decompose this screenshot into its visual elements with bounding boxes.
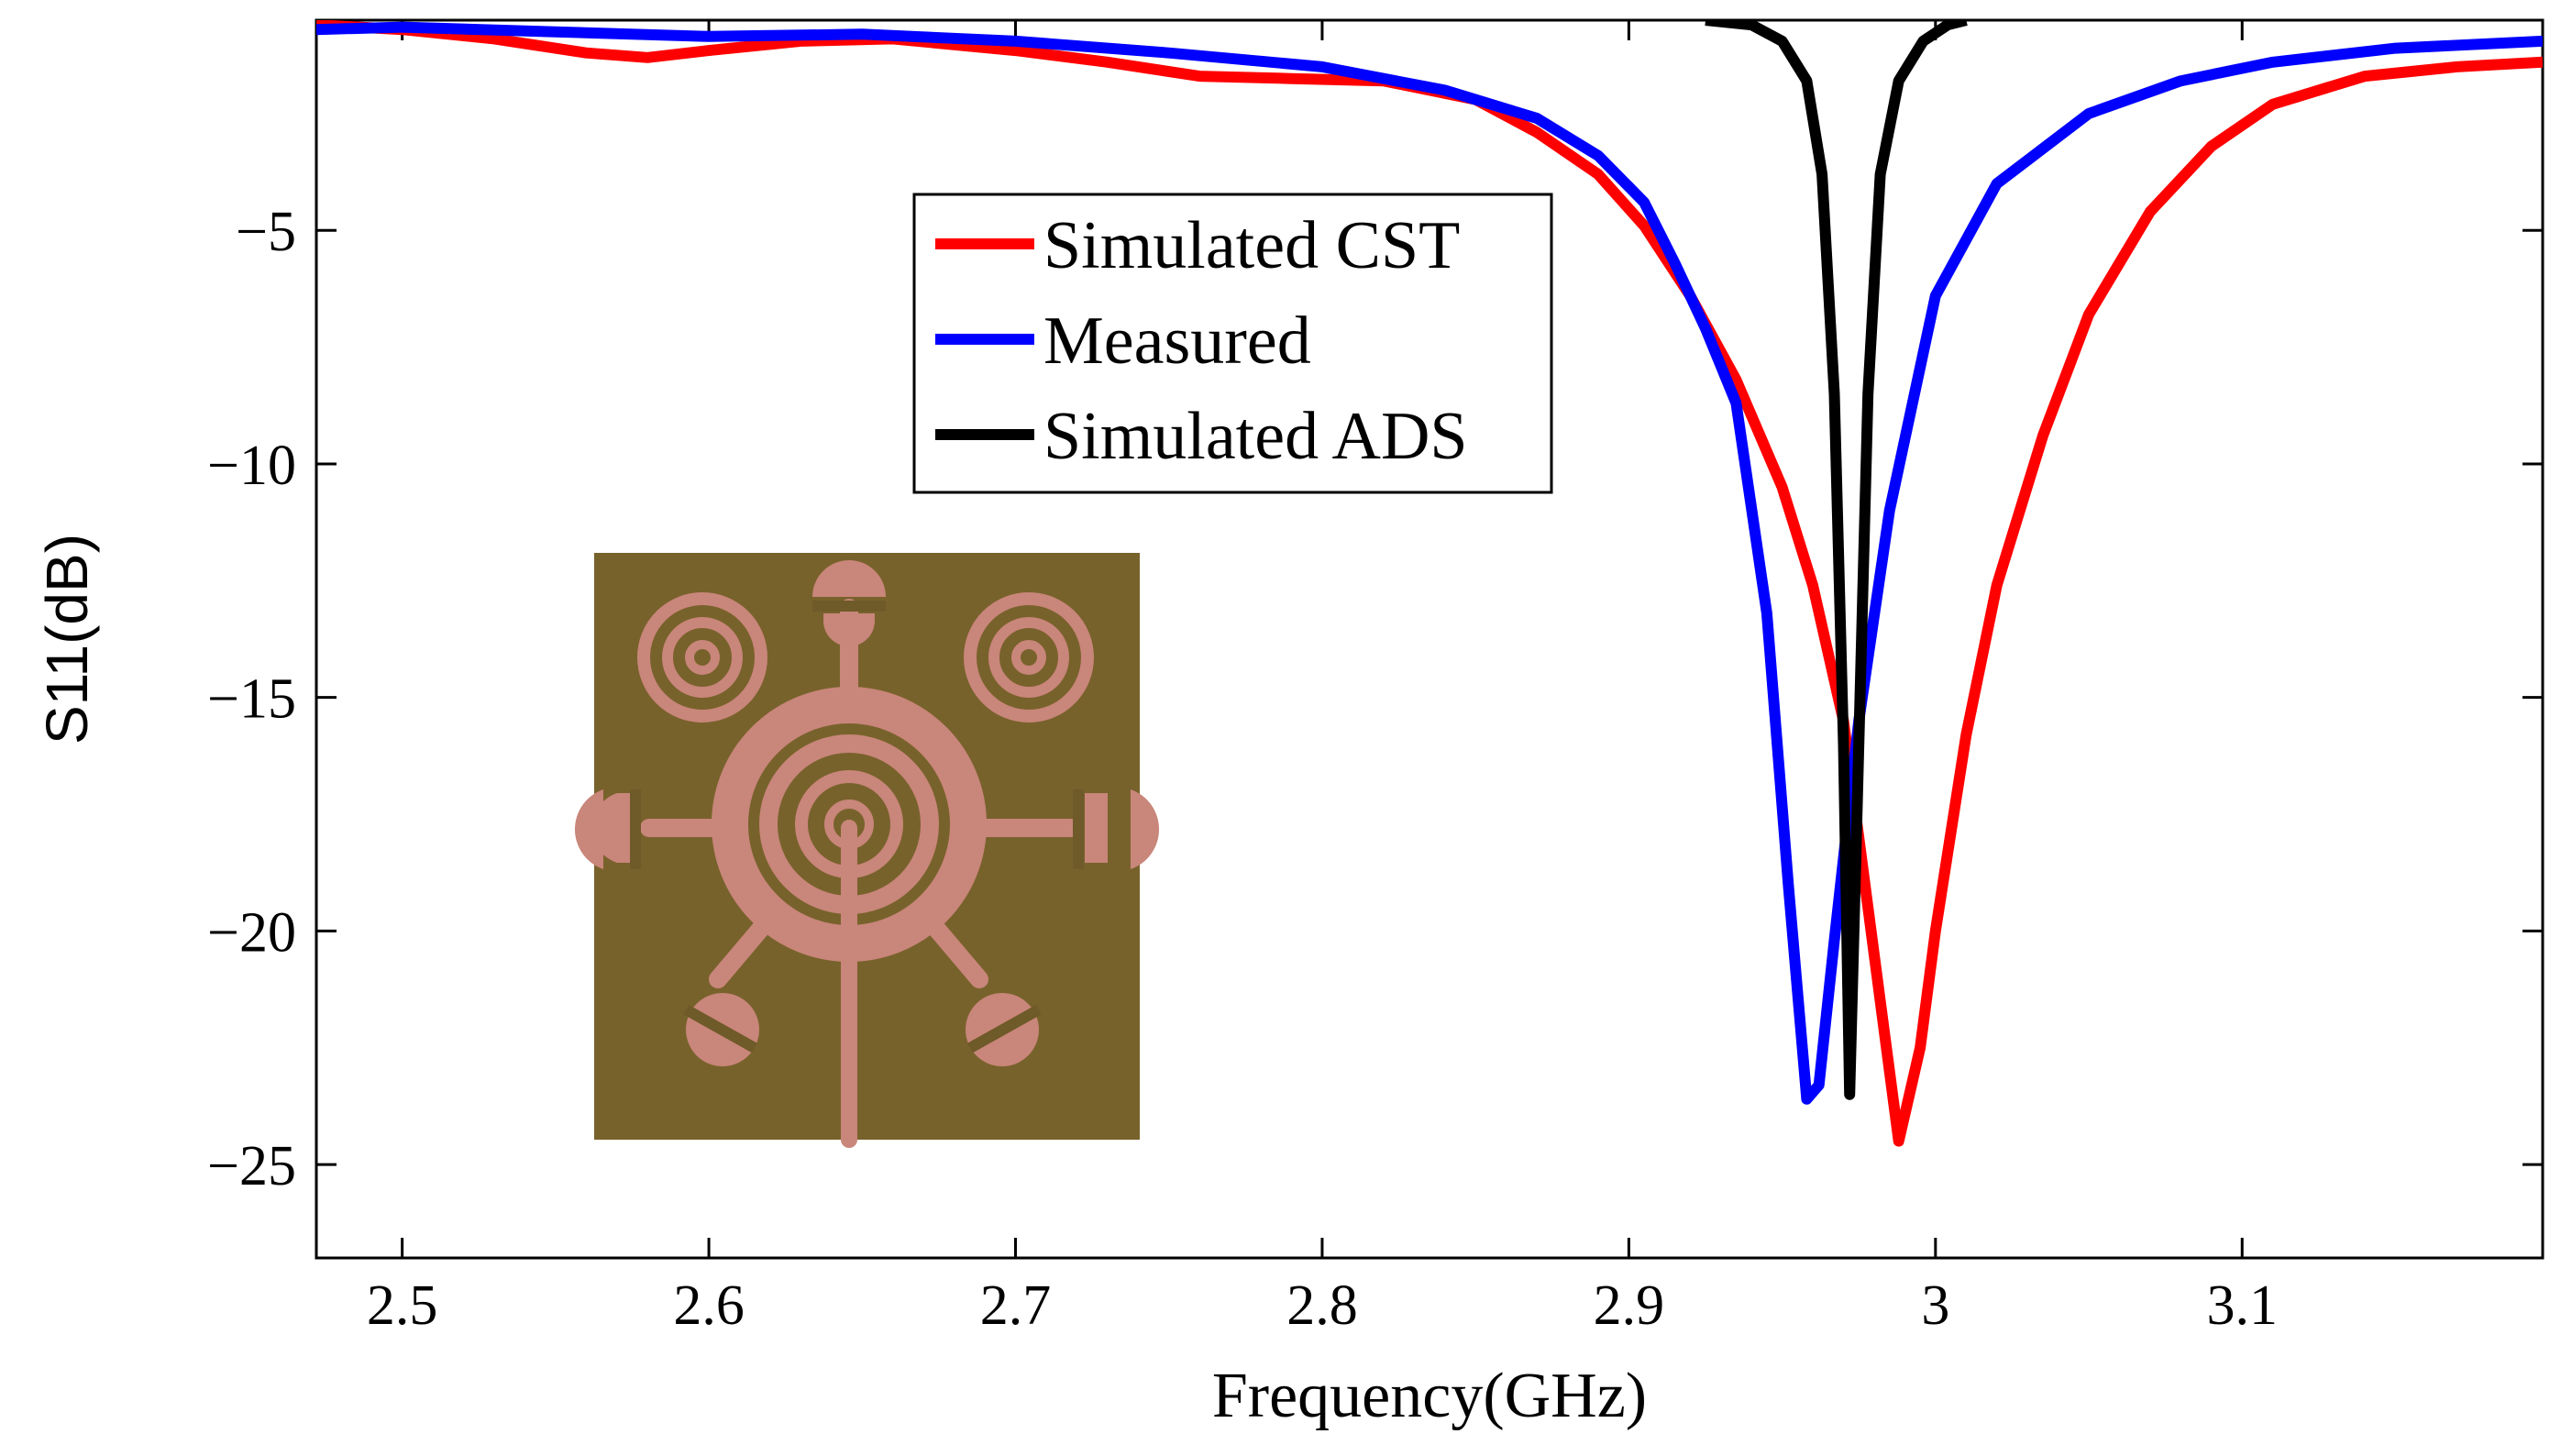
x-axis-ticks: 2.5 2.6 2.7 2.8 2.9 3 3.1 — [367, 20, 2278, 1337]
series-line-measured — [316, 21, 2543, 1105]
series-layer — [316, 20, 2543, 1147]
x-tick-label: 2.6 — [673, 1274, 745, 1337]
x-tick-label: 2.8 — [1286, 1274, 1358, 1337]
legend-label-simulated-cst: Simulated CST — [1043, 208, 1460, 283]
y-tick-label: −25 — [207, 1135, 296, 1197]
x-tick-label: 3.1 — [2207, 1274, 2279, 1337]
legend-item-measured: Measured — [935, 303, 1311, 379]
legend-item-simulated-ads: Simulated ADS — [935, 399, 1468, 474]
x-tick-label: 3 — [1921, 1274, 1949, 1337]
antenna-photo-icon — [574, 553, 1160, 1148]
legend-label-measured: Measured — [1043, 303, 1311, 379]
x-tick-label: 2.7 — [980, 1274, 1052, 1337]
y-axis-title: S11(dB) — [34, 534, 100, 745]
y-axis-ticks: −5 −10 −15 −20 −25 — [207, 201, 2543, 1197]
y-tick-label: −10 — [207, 435, 296, 497]
y-tick-label: −15 — [207, 668, 296, 731]
x-tick-label: 2.9 — [1594, 1274, 1665, 1337]
x-tick-label: 2.5 — [367, 1274, 438, 1337]
series-line-simulated-ads — [1705, 20, 1968, 1100]
y-tick-label: −5 — [236, 201, 296, 263]
legend-label-simulated-ads: Simulated ADS — [1043, 399, 1468, 474]
y-tick-label: −20 — [207, 901, 296, 964]
legend-item-simulated-cst: Simulated CST — [935, 208, 1460, 283]
x-axis-title: Frequency(GHz) — [1212, 1361, 1647, 1431]
legend: Simulated CST Measured Simulated ADS — [912, 193, 1553, 494]
